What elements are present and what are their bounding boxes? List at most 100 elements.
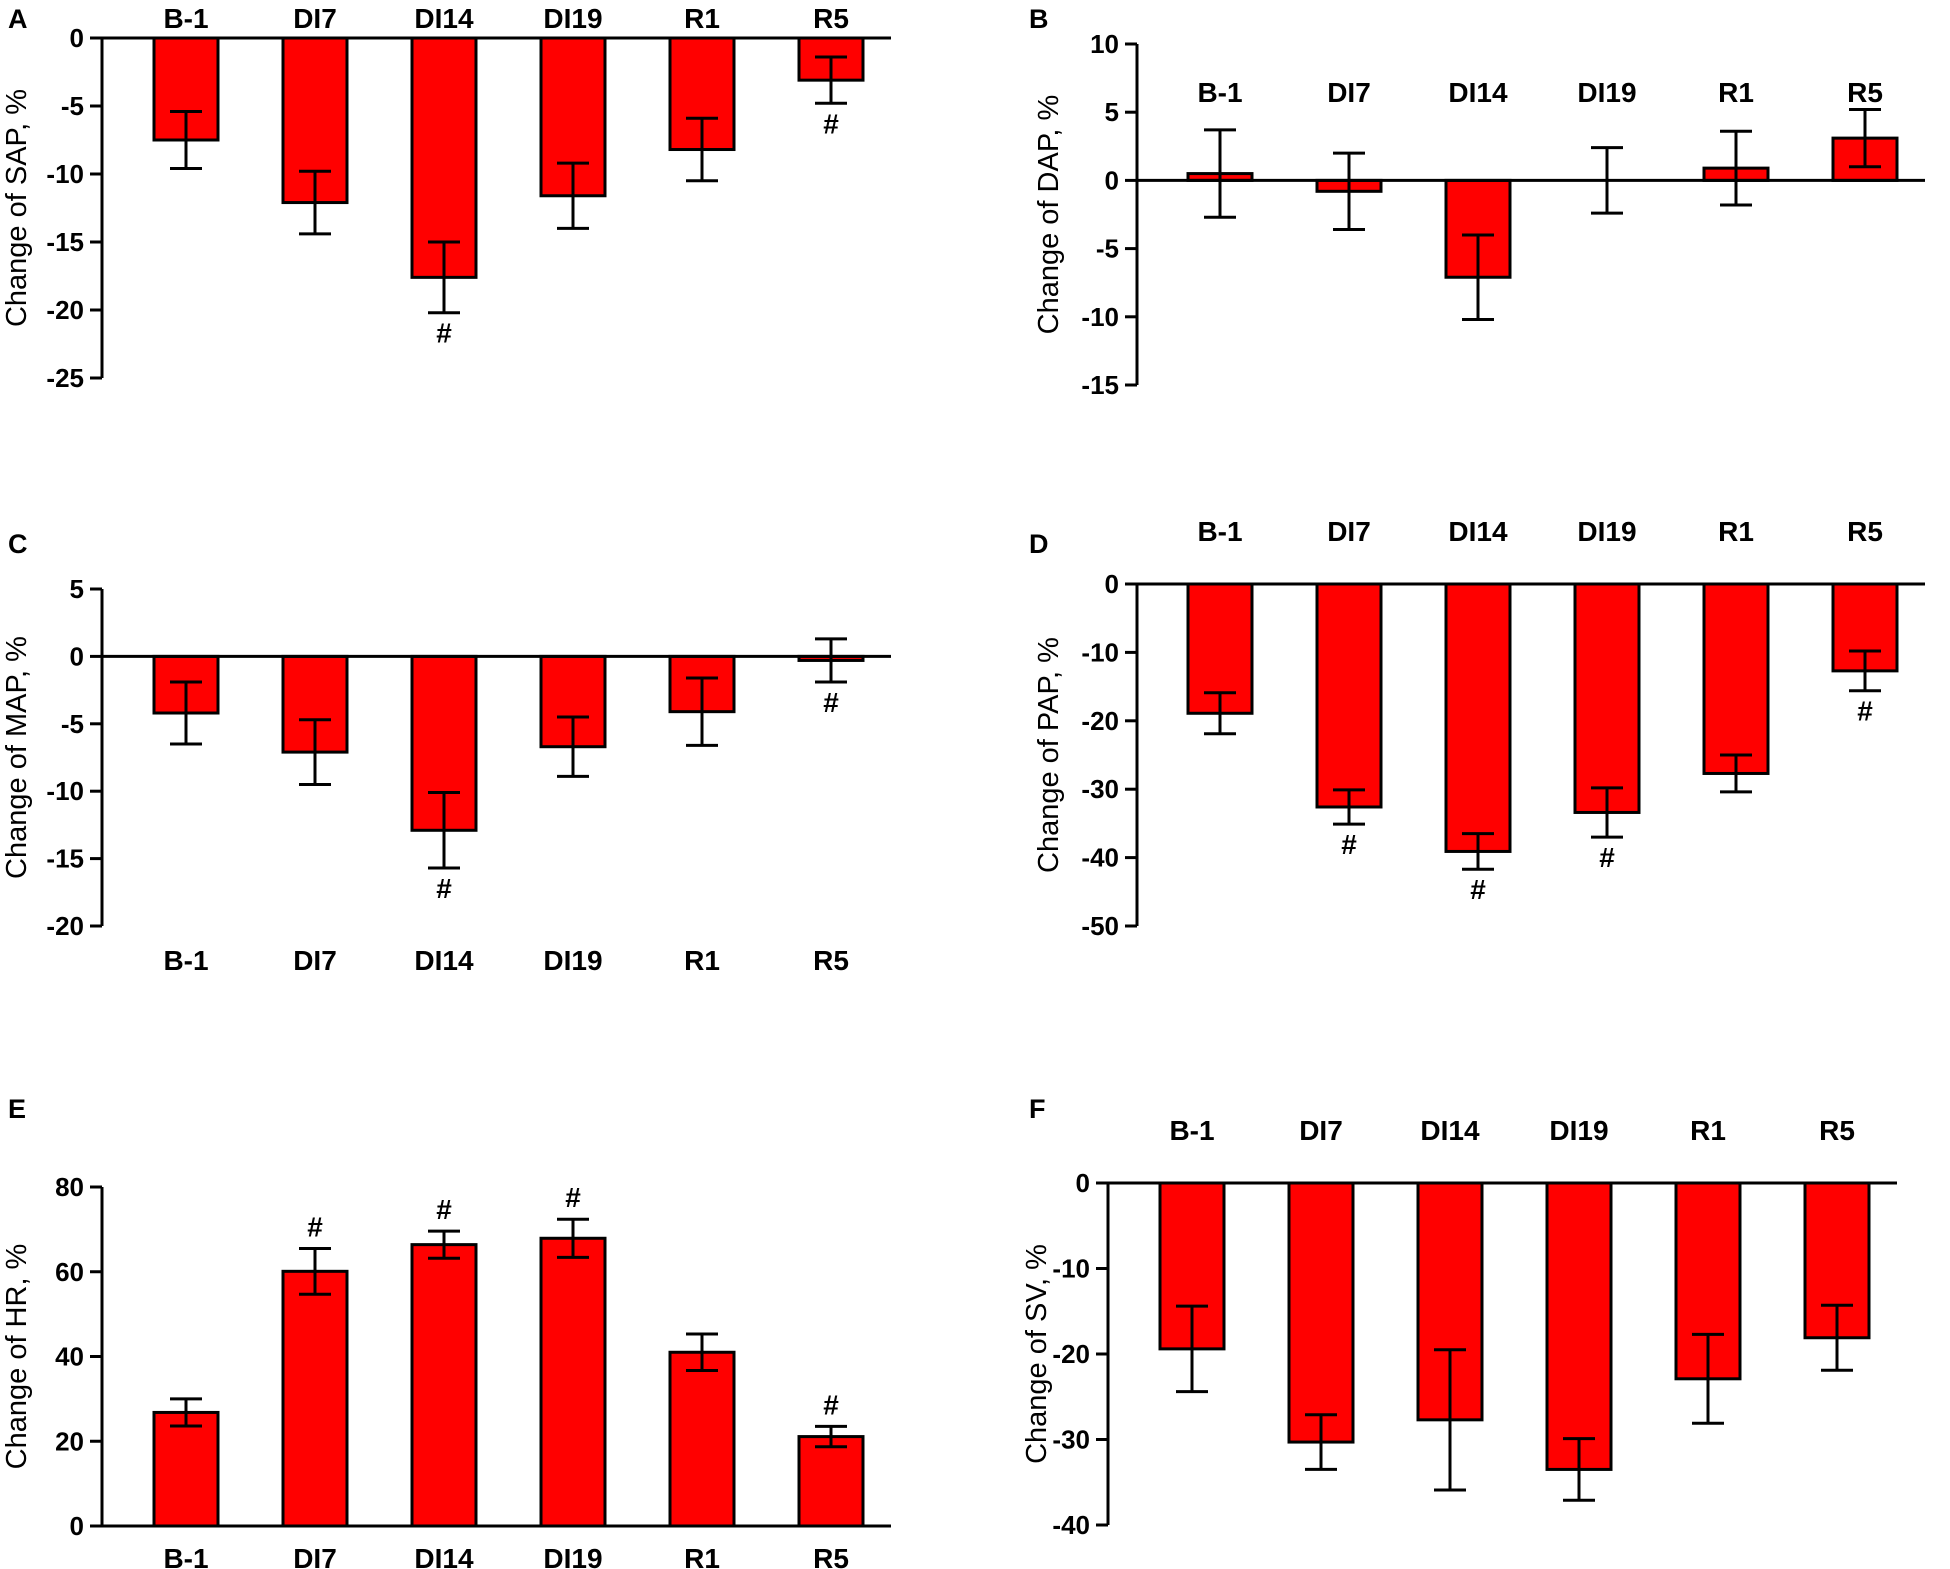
bar-di14 — [410, 36, 478, 279]
significance-mark: # — [1857, 696, 1873, 727]
significance-mark: # — [565, 1182, 581, 1213]
category-label: R5 — [1819, 1115, 1855, 1146]
y-tick-label: -20 — [1081, 706, 1119, 736]
y-axis-label: Change of SAP, % — [1, 89, 33, 327]
bar-b-1 — [152, 1410, 220, 1528]
significance-mark: # — [436, 1194, 452, 1225]
significance-mark: # — [1341, 829, 1357, 860]
category-label: R5 — [1847, 516, 1883, 547]
significance-mark: # — [823, 108, 839, 139]
bar-di19 — [1573, 582, 1641, 814]
y-tick-label: -40 — [1052, 1510, 1090, 1540]
y-tick-label: -25 — [46, 363, 84, 393]
significance-mark: # — [823, 687, 839, 718]
category-label: R5 — [1847, 77, 1883, 108]
category-label: DI19 — [1577, 77, 1636, 108]
category-label: R1 — [684, 1543, 720, 1569]
y-tick-label: 40 — [55, 1342, 84, 1372]
y-tick-label: 60 — [55, 1257, 84, 1287]
category-label: DI14 — [414, 945, 474, 976]
chart-panel-d: D 0 -10 -20 -30 -40 -50 Change of PAP, % B-1 # DI7… — [1029, 516, 1925, 941]
category-label: DI19 — [1549, 1115, 1608, 1146]
category-label: DI14 — [1448, 77, 1508, 108]
y-tick-label: 5 — [1105, 97, 1119, 127]
y-tick-label: -5 — [61, 91, 84, 121]
y-tick-label: -5 — [1096, 234, 1119, 264]
panel-letter: E — [8, 1094, 26, 1124]
category-label: B-1 — [163, 3, 208, 34]
y-axis-label: Change of MAP, % — [1, 636, 33, 879]
y-tick-label: -10 — [1052, 1254, 1090, 1284]
bar-r1 — [668, 1350, 736, 1528]
category-label: B-1 — [1169, 1115, 1214, 1146]
y-tick-label: 20 — [55, 1426, 84, 1456]
significance-mark: # — [436, 873, 452, 904]
significance-mark: # — [1599, 842, 1615, 873]
significance-mark: # — [823, 1389, 839, 1420]
category-label: DI14 — [1448, 516, 1508, 547]
significance-mark: # — [307, 1211, 323, 1242]
y-tick-label: -10 — [46, 776, 84, 806]
chart-panel-a: A 0 -5 -10 -15 -20 -25 Change of SAP, % B-1 DI7 # D… — [1, 3, 891, 393]
panel-letter: B — [1029, 4, 1049, 34]
category-label: DI19 — [543, 3, 602, 34]
y-tick-label: -20 — [46, 295, 84, 325]
bar-di7 — [281, 1269, 349, 1528]
y-axis-label: Change of DAP, % — [1033, 95, 1065, 335]
category-label: DI14 — [414, 1543, 474, 1569]
category-label: B-1 — [163, 1543, 208, 1569]
category-label: DI14 — [1420, 1115, 1480, 1146]
significance-mark: # — [1470, 874, 1486, 905]
y-tick-label: -5 — [61, 709, 84, 739]
y-tick-label: 0 — [70, 641, 84, 671]
bar-di7 — [1315, 582, 1383, 809]
y-tick-label: 0 — [70, 1511, 84, 1541]
y-tick-label: -15 — [46, 227, 84, 257]
panel-letter: D — [1029, 529, 1049, 559]
category-label: DI19 — [543, 945, 602, 976]
category-label: R5 — [813, 945, 849, 976]
y-tick-label: -15 — [1081, 370, 1119, 400]
y-tick-label: -40 — [1081, 843, 1119, 873]
chart-panel-e: E 80 60 40 20 0 Change of HR, % B-1 # DI7 # DI14 # DI… — [1, 1094, 891, 1569]
y-tick-label: -30 — [1081, 774, 1119, 804]
category-label: R1 — [1690, 1115, 1726, 1146]
category-label: B-1 — [163, 945, 208, 976]
y-tick-label: -15 — [46, 844, 84, 874]
y-tick-label: -10 — [1081, 637, 1119, 667]
chart-panel-b: B 10 5 0 -5 -10 -15 Change of DAP, % B-1 DI7 DI14 D… — [1029, 4, 1925, 400]
y-tick-label: -50 — [1081, 911, 1119, 941]
y-tick-label: 0 — [70, 23, 84, 53]
y-tick-label: 80 — [55, 1172, 84, 1202]
bar-di19 — [539, 1236, 607, 1528]
bar-di14 — [410, 1243, 478, 1528]
significance-mark: # — [436, 318, 452, 349]
category-label: R1 — [1718, 77, 1754, 108]
y-tick-label: 0 — [1105, 569, 1119, 599]
category-label: DI19 — [543, 1543, 602, 1569]
category-label: R1 — [1718, 516, 1754, 547]
bar-di19 — [1545, 1181, 1613, 1471]
panel-letter: C — [8, 529, 28, 559]
panel-letter: A — [8, 4, 28, 34]
panel-letter: F — [1029, 1094, 1046, 1124]
y-tick-label: 0 — [1105, 165, 1119, 195]
chart-panel-c: C 5 0 -5 -10 -15 -20 Change of MAP, % B-1 DI7 # DI1… — [1, 529, 891, 976]
chart-panel-f: F 0 -10 -20 -30 -40 Change of SV, % B-1 DI7 DI14 D… — [1021, 1094, 1897, 1540]
category-label: DI19 — [1577, 516, 1636, 547]
category-label: R5 — [813, 3, 849, 34]
bar-di14 — [1444, 582, 1512, 853]
category-label: DI7 — [293, 3, 337, 34]
y-tick-label: -20 — [1052, 1339, 1090, 1369]
y-axis-label: Change of PAP, % — [1033, 637, 1065, 873]
y-tick-label: 0 — [1076, 1168, 1090, 1198]
category-label: R1 — [684, 3, 720, 34]
category-label: R5 — [813, 1543, 849, 1569]
category-label: DI7 — [1327, 516, 1371, 547]
y-tick-label: 10 — [1090, 29, 1119, 59]
bar-r1 — [1702, 582, 1770, 775]
category-label: DI7 — [293, 945, 337, 976]
category-label: DI7 — [293, 1543, 337, 1569]
bar-r5 — [797, 1435, 865, 1528]
